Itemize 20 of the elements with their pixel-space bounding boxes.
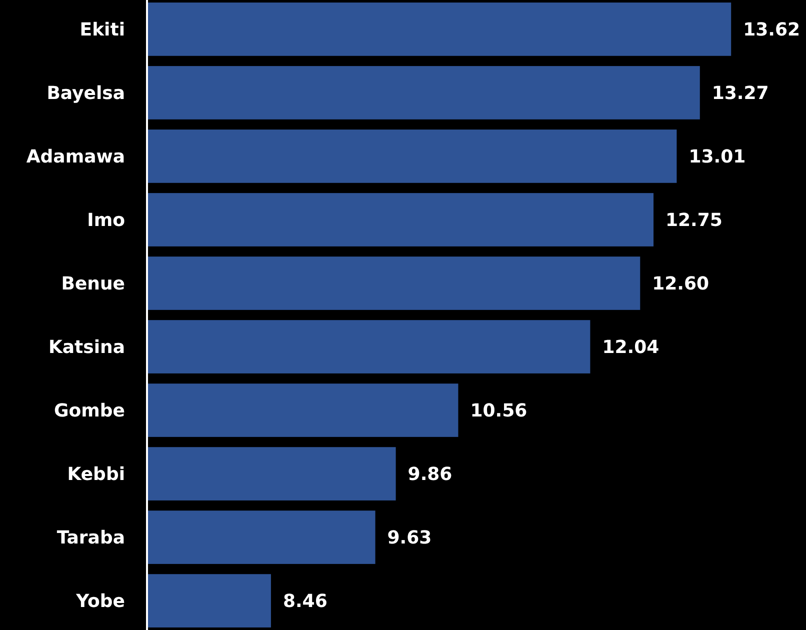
data-label: 13.62: [743, 20, 800, 41]
y-tick-label: Katsina: [48, 337, 125, 358]
data-label: 13.01: [688, 146, 746, 168]
y-tick-label: Benue: [61, 274, 125, 295]
y-tick-label: Imo: [87, 210, 125, 232]
y-tick-label: Ekiti: [80, 20, 125, 41]
data-label: 12.04: [602, 337, 660, 358]
y-tick-label: Adamawa: [26, 146, 125, 168]
data-label: 10.56: [470, 400, 528, 422]
y-tick-label: Gombe: [54, 400, 125, 422]
y-tick-label: Bayelsa: [46, 83, 125, 104]
data-label: 9.86: [408, 464, 452, 486]
data-label: 13.27: [712, 83, 769, 104]
y-tick-label: Taraba: [56, 528, 125, 549]
y-tick-label: Kebbi: [67, 464, 125, 486]
y-tick-label: Yobe: [75, 591, 125, 612]
data-label: 8.46: [282, 591, 328, 612]
data-label: 12.75: [666, 210, 722, 232]
data-label: 9.63: [387, 528, 432, 549]
data-label: 12.60: [652, 274, 710, 295]
